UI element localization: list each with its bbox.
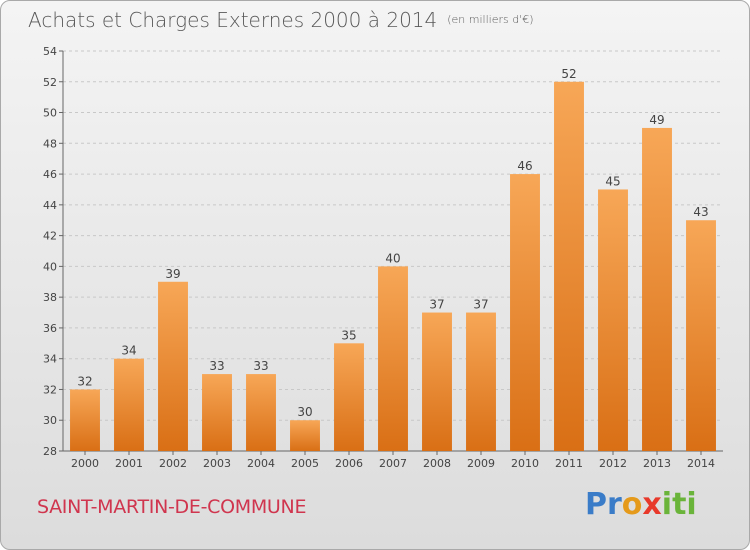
y-tick-label: 32 [43,383,57,396]
proxiti-logo: Proxiti [585,487,697,522]
x-tick-label-2009: 2009 [467,457,495,470]
y-tick-label: 46 [43,168,57,181]
y-tick-label: 42 [43,230,57,243]
data-label-2011: 52 [561,67,576,81]
bar-2003 [202,374,232,451]
data-label-2007: 40 [385,251,400,265]
x-tick-label-2014: 2014 [687,457,715,470]
bar-2013 [642,127,672,451]
data-label-2012: 45 [605,174,620,188]
y-tick-label: 44 [43,199,57,212]
data-label-2010: 46 [517,159,532,173]
x-tick-label-2000: 2000 [71,457,99,470]
data-label-2008: 37 [429,298,444,312]
y-tick-label: 36 [43,322,57,335]
y-tick-label: 34 [43,353,57,366]
x-tick-label-2010: 2010 [511,457,539,470]
bar-2014 [686,220,716,451]
bar-2010 [510,174,540,452]
data-label-2013: 49 [649,113,664,127]
data-label-2009: 37 [473,298,488,312]
data-label-2003: 33 [209,359,224,373]
data-label-2004: 33 [253,359,268,373]
y-tick-label: 52 [43,76,57,89]
bar-2011 [554,81,584,452]
y-tick-label: 48 [43,137,57,150]
chart-unit: (en milliers d'€) [447,13,534,26]
x-tick-label-2004: 2004 [247,457,275,470]
y-tick-label: 38 [43,291,57,304]
data-label-2000: 32 [77,374,92,388]
x-tick-label-2012: 2012 [599,457,627,470]
x-tick-label-2011: 2011 [555,457,583,470]
data-label-2005: 30 [297,405,312,419]
y-tick-label: 50 [43,107,57,120]
y-tick-label: 28 [43,445,57,458]
bar-2006 [334,343,364,451]
x-tick-label-2002: 2002 [159,457,187,470]
data-label-2002: 39 [165,267,180,281]
bar-2000 [70,389,100,451]
data-label-2006: 35 [341,328,356,342]
commune-name: SAINT-MARTIN-DE-COMMUNE [37,496,307,518]
data-label-2014: 43 [693,205,708,219]
chart-title: Achats et Charges Externes 2000 à 2014 (e… [28,8,534,32]
x-tick-label-2008: 2008 [423,457,451,470]
bar-2009 [466,312,496,451]
bar-2007 [378,266,408,451]
bar-2001 [114,358,144,451]
bar-2002 [158,281,188,451]
x-tick-label-2003: 2003 [203,457,231,470]
x-tick-label-2005: 2005 [291,457,319,470]
bar-2004 [246,374,276,451]
bar-2005 [290,420,320,451]
chart-title-text: Achats et Charges Externes 2000 à 2014 [28,8,438,32]
x-tick-label-2013: 2013 [643,457,671,470]
y-tick-label: 40 [43,260,57,273]
data-label-2001: 34 [121,344,136,358]
x-tick-label-2006: 2006 [335,457,363,470]
x-tick-label-2001: 2001 [115,457,143,470]
y-tick-label: 54 [43,45,57,58]
bar-2008 [422,312,452,451]
bar-2012 [598,189,628,451]
y-tick-label: 30 [43,414,57,427]
x-tick-label-2007: 2007 [379,457,407,470]
